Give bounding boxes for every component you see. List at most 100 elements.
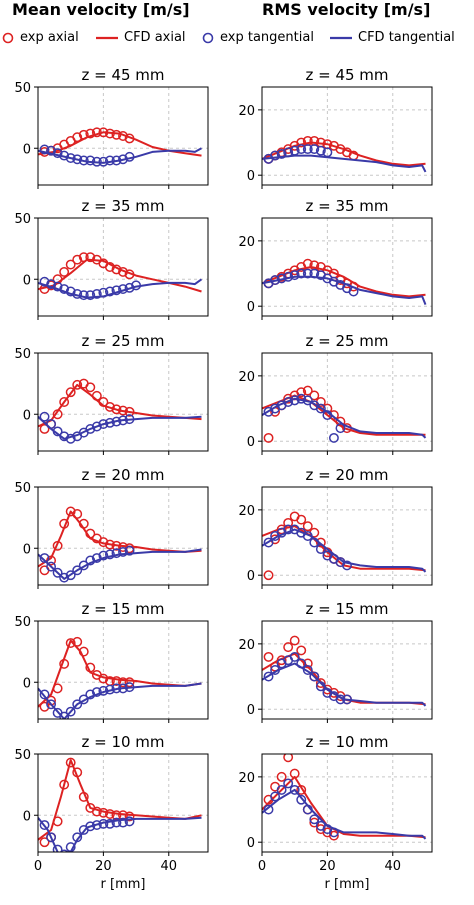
- data-point: [263, 432, 274, 443]
- data-point: [59, 779, 70, 790]
- subplot-title: z = 25 mm: [305, 332, 388, 350]
- axes-frame: [261, 86, 433, 186]
- cfd-line: [38, 258, 202, 293]
- y-tick-label: 0: [247, 435, 255, 450]
- subplot-mean-5: z = 15 mm 0 50: [14, 600, 209, 723]
- y-tick-label: 20: [238, 370, 255, 385]
- axes-frame: [261, 217, 433, 317]
- subplot-title: z = 20 mm: [81, 466, 164, 484]
- data-point: [309, 144, 320, 155]
- data-point: [118, 546, 128, 557]
- data-point: [289, 635, 300, 646]
- subplot-rms-2: z = 35 mm 0 20: [238, 197, 433, 320]
- axes-frame: [37, 753, 209, 853]
- data-point: [72, 379, 83, 390]
- y-tick-label: 50: [14, 212, 31, 227]
- subplot-mean-3: z = 25 mm 0 50: [14, 332, 209, 455]
- axes-frame: [37, 352, 209, 452]
- y-tick-label: 50: [14, 81, 31, 96]
- data-point: [59, 572, 70, 583]
- x-axis-label: r [mm]: [325, 877, 370, 892]
- series-CFD-tangential: [38, 548, 202, 580]
- circle-marker-icon: [2, 32, 14, 43]
- axes-frame: [261, 620, 433, 720]
- y-tick-label: 0: [247, 703, 255, 718]
- data-point: [85, 128, 96, 139]
- x-tick-label: 40: [384, 859, 401, 874]
- series-CFD-tangential: [38, 816, 202, 852]
- data-point: [85, 252, 96, 263]
- data-point: [39, 837, 50, 848]
- data-point: [263, 537, 274, 548]
- legend-item-exp-tangential: exp tangential: [202, 30, 314, 45]
- legend-item-cfd-tangential: CFD tangential: [330, 30, 455, 45]
- data-point: [296, 144, 307, 155]
- data-point: [118, 677, 128, 688]
- y-tick-label: 50: [14, 615, 31, 630]
- rms-velocity-header: RMS velocity [m/s]: [262, 0, 431, 19]
- cfd-line: [38, 759, 202, 841]
- data-point: [111, 817, 122, 828]
- data-point: [65, 706, 76, 717]
- data-point: [289, 270, 300, 281]
- data-point: [65, 506, 76, 517]
- data-point: [98, 550, 109, 561]
- subplot-mean-1: z = 45 mm 0 50: [14, 66, 209, 189]
- line-marker-icon: [96, 36, 118, 39]
- subplot-rms-1: z = 45 mm 0 20: [238, 66, 433, 189]
- x-tick-label: 20: [319, 859, 336, 874]
- data-point: [59, 711, 70, 719]
- series-exp-tangential: [263, 524, 352, 571]
- y-tick-label: 20: [238, 104, 255, 119]
- legend-item-exp-axial: exp axial: [2, 30, 79, 45]
- y-tick-label: 0: [23, 676, 31, 691]
- cfd-line: [38, 816, 202, 852]
- series-exp-tangential: [263, 778, 339, 838]
- data-point: [46, 832, 57, 843]
- y-tick-label: 20: [238, 235, 255, 250]
- series-CFD-tangential: [262, 788, 427, 840]
- data-point: [296, 514, 307, 525]
- data-point: [124, 545, 135, 556]
- cfd-line: [262, 788, 427, 840]
- y-tick-label: 20: [238, 504, 255, 519]
- y-tick-label: 20: [238, 638, 255, 653]
- axes-frame: [261, 753, 433, 853]
- data-point: [342, 560, 352, 571]
- x-axis-label: r [mm]: [101, 877, 146, 892]
- series-exp-tangential: [263, 268, 359, 297]
- cfd-line: [38, 147, 202, 164]
- data-point: [52, 567, 63, 578]
- subplot-mean-4: z = 20 mm 0 50: [14, 466, 209, 589]
- data-point: [276, 784, 287, 795]
- data-point: [111, 676, 122, 686]
- subplot-title: z = 35 mm: [305, 197, 388, 215]
- data-point: [124, 677, 135, 688]
- data-point: [72, 699, 83, 710]
- subplot-mean-6: z = 10 mm 0 50 0 20 40 r [mm]: [14, 733, 209, 892]
- x-tick-label: 40: [160, 859, 177, 874]
- data-point: [315, 145, 326, 156]
- data-point: [309, 390, 320, 401]
- data-point: [289, 784, 300, 795]
- x-tick-label: 20: [95, 859, 112, 874]
- data-point: [39, 144, 50, 155]
- x-tick-label: 0: [258, 859, 266, 874]
- x-tick-label: 0: [34, 859, 42, 874]
- series-exp-axial: [263, 385, 352, 443]
- data-point: [59, 849, 69, 852]
- axes-frame: [37, 486, 209, 586]
- data-point: [59, 397, 70, 407]
- data-point: [283, 642, 294, 653]
- data-point: [263, 804, 274, 815]
- data-point: [296, 794, 307, 805]
- series-CFD-tangential: [262, 154, 427, 173]
- data-point: [85, 424, 96, 434]
- data-point: [39, 689, 50, 700]
- legend: exp axial CFD axial exp tangential CFD t…: [0, 30, 474, 50]
- data-point: [263, 671, 274, 682]
- series-CFD-tangential: [38, 415, 202, 440]
- data-point: [85, 290, 96, 301]
- axes-frame: [261, 352, 433, 452]
